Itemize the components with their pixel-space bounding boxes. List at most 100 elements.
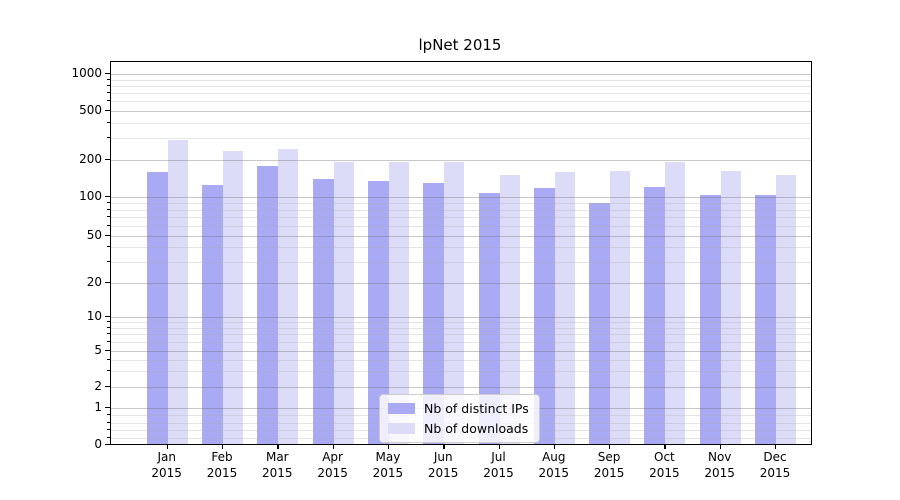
legend-label-downloads: Nb of downloads — [424, 421, 529, 436]
y-axis-tick-label: 5 — [94, 343, 102, 357]
x-axis-tick-label: Apr 2015 — [317, 450, 348, 480]
y-axis-tick-label: 2 — [94, 379, 102, 393]
y-axis-minor-tick — [107, 326, 110, 328]
y-axis-minor-tick — [107, 341, 110, 343]
bar-downloads-dec — [776, 174, 796, 444]
y-axis-minor-tick — [107, 358, 110, 360]
x-axis-tick — [664, 444, 666, 449]
y-axis-tick — [105, 196, 110, 198]
y-axis-minor-tick — [107, 246, 110, 248]
x-axis-tick — [775, 444, 777, 449]
y-axis-tick — [105, 235, 110, 237]
bar-downloads-jun — [444, 161, 465, 444]
x-axis-tick — [719, 444, 722, 449]
bar-distinct-ips-jun — [423, 182, 445, 444]
plot-area: Nb of distinct IPs Nb of downloads — [110, 61, 812, 445]
y-axis-tick — [105, 73, 110, 75]
bar-distinct-ips-may — [367, 180, 389, 444]
y-axis-tick — [105, 444, 110, 446]
bar-downloads-oct — [665, 162, 686, 444]
x-axis-tick — [609, 444, 611, 449]
y-axis-minor-tick — [107, 321, 110, 323]
y-axis-minor-tick — [107, 201, 110, 203]
legend-item-downloads: Nb of downloads — [388, 420, 529, 437]
x-axis-tick — [443, 444, 445, 449]
y-axis-minor-tick — [107, 84, 110, 86]
y-axis-tick-label: 500 — [79, 103, 102, 117]
y-axis-minor-tick — [107, 92, 110, 94]
y-axis-minor-tick — [107, 216, 110, 218]
y-axis-tick — [105, 159, 110, 161]
y-axis-minor-tick — [107, 137, 110, 139]
x-axis-tick-label: Jul 2015 — [483, 450, 514, 480]
x-axis-tick — [553, 444, 556, 449]
chart-title: lpNet 2015 — [418, 36, 502, 54]
bar-distinct-ips-nov — [699, 194, 721, 444]
x-axis-tick-label: Aug 2015 — [538, 450, 570, 480]
bar-distinct-ips-jul — [478, 192, 500, 444]
bar-downloads-nov — [720, 170, 741, 444]
bar-distinct-ips-apr — [312, 179, 334, 444]
y-axis-tick-label: 50 — [86, 228, 102, 242]
y-axis-tick — [105, 407, 110, 409]
y-axis-minor-tick — [107, 436, 110, 438]
x-axis-tick-label: May 2015 — [372, 450, 404, 480]
y-axis-minor-tick — [107, 261, 110, 263]
legend-label-distinct-ips: Nb of distinct IPs — [424, 401, 529, 416]
y-axis-tick — [105, 386, 110, 388]
x-axis-tick — [332, 444, 334, 449]
y-axis-minor-tick — [107, 370, 110, 372]
y-axis-minor-tick — [107, 429, 110, 431]
legend-item-distinct-ips: Nb of distinct IPs — [388, 400, 529, 417]
y-axis-minor-tick — [107, 121, 110, 123]
y-axis-minor-tick — [107, 78, 110, 80]
x-axis-tick-label: Dec 2015 — [759, 450, 791, 480]
y-axis-minor-tick — [107, 414, 110, 416]
bar-downloads-mar — [278, 149, 299, 444]
y-axis-tick-label: 200 — [79, 152, 102, 166]
bar-distinct-ips-dec — [755, 194, 776, 444]
x-axis-tick — [277, 444, 279, 449]
bar-downloads-sep — [610, 170, 631, 444]
y-axis-tick — [105, 350, 110, 352]
bar-distinct-ips-jan — [146, 171, 168, 444]
x-axis-tick-label: Sep 2015 — [593, 450, 625, 480]
x-axis-tick — [498, 444, 500, 449]
y-axis-minor-tick — [107, 224, 110, 226]
y-axis-tick-label: 0 — [94, 437, 102, 451]
x-axis-tick — [387, 444, 390, 449]
legend-swatch-downloads — [388, 423, 415, 434]
y-axis-minor-tick — [107, 333, 110, 335]
bar-downloads-apr — [333, 162, 354, 444]
y-axis-tick — [105, 110, 110, 112]
bar-distinct-ips-oct — [644, 187, 666, 444]
x-axis-tick-label: Jun 2015 — [427, 450, 459, 480]
y-axis-minor-tick — [107, 100, 110, 102]
x-axis-tick-label: Mar 2015 — [262, 450, 293, 480]
bar-downloads-aug — [554, 171, 575, 444]
y-axis-tick-label: 1 — [94, 400, 102, 414]
y-axis-minor-tick — [107, 208, 110, 210]
x-axis-tick-label: Oct 2015 — [649, 450, 680, 480]
y-axis-tick-label: 1000 — [71, 66, 102, 80]
x-axis-tick-label: Jan 2015 — [151, 450, 182, 480]
bar-downloads-feb — [223, 151, 243, 444]
x-axis-tick-label: Feb 2015 — [206, 450, 238, 480]
bar-distinct-ips-sep — [589, 202, 611, 444]
bars-layer — [111, 62, 811, 444]
y-axis-tick-label: 20 — [86, 275, 102, 289]
y-axis-tick-label: 100 — [79, 189, 102, 203]
bar-downloads-jan — [167, 140, 188, 444]
bar-distinct-ips-mar — [257, 165, 279, 444]
bar-downloads-jul — [499, 174, 520, 444]
y-axis-tick-label: 10 — [86, 309, 102, 323]
y-axis-minor-tick — [107, 421, 110, 423]
x-axis-tick — [222, 444, 224, 449]
x-axis-tick — [166, 444, 169, 449]
bar-distinct-ips-feb — [202, 185, 223, 444]
bar-distinct-ips-aug — [533, 188, 555, 444]
x-axis-tick-label: Nov 2015 — [704, 450, 735, 480]
bar-downloads-may — [388, 162, 409, 444]
legend: Nb of distinct IPs Nb of downloads — [379, 394, 540, 443]
